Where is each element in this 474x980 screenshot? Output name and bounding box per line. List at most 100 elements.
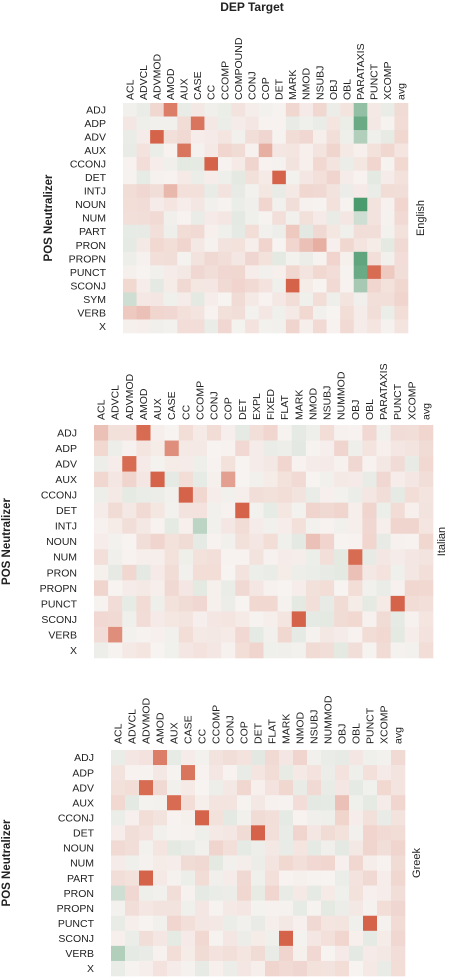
heatmap-cell — [164, 456, 180, 472]
heatmap-cell — [348, 626, 363, 643]
column-label: ADVMOD — [124, 373, 136, 420]
heatmap-cell — [122, 502, 137, 519]
heatmap-cell — [108, 456, 123, 472]
heatmap-cell — [362, 518, 377, 535]
heatmap-cell — [178, 502, 194, 519]
row-label: SCONJ — [70, 280, 106, 292]
heatmap-cell — [123, 305, 137, 320]
heatmap-cell — [340, 130, 355, 144]
heatmap-cell — [307, 765, 322, 781]
heatmap-cell — [221, 456, 236, 472]
column-label: DET — [274, 78, 286, 100]
heatmap-cell — [263, 487, 278, 503]
heatmap-cell — [181, 750, 196, 766]
heatmap-cell — [340, 103, 355, 117]
heatmap-cell — [326, 224, 341, 239]
heatmap-cell — [362, 564, 377, 581]
heatmap-cell — [265, 780, 280, 796]
heatmap-cell — [272, 251, 287, 266]
heatmap-cell — [223, 885, 238, 901]
heatmap-cell — [391, 855, 406, 871]
heatmap-cell — [218, 197, 232, 212]
heatmap-cell — [123, 224, 137, 239]
heatmap-cell — [167, 810, 182, 826]
heatmap-cell — [245, 103, 260, 117]
heatmap-cell — [362, 549, 377, 566]
heatmap-cell — [218, 265, 232, 280]
heatmap-cell — [195, 765, 210, 781]
heatmap-cell — [207, 595, 222, 612]
heatmap-cell — [178, 611, 194, 628]
heatmap-cell — [209, 915, 224, 932]
heatmap-cell — [223, 915, 238, 932]
column-label: NMOD — [295, 712, 307, 744]
heatmap-cell — [258, 143, 273, 158]
heatmap-cell — [321, 930, 336, 947]
heatmap-cell — [245, 157, 260, 171]
heatmap-cell — [167, 825, 182, 841]
heatmap-cell — [190, 251, 205, 266]
heatmap-cell — [122, 595, 137, 612]
heatmap-cell — [299, 251, 314, 266]
heatmap-cell — [153, 750, 168, 766]
heatmap-cell — [111, 825, 126, 841]
row-label: ADP — [72, 767, 94, 779]
heatmap-cell — [249, 626, 264, 643]
heatmap-cell — [380, 224, 395, 239]
heatmap-cell — [362, 611, 377, 628]
heatmap-cell — [363, 810, 378, 826]
heatmap-cell — [272, 197, 287, 212]
heatmap-cell — [235, 642, 250, 659]
heatmap-cell — [277, 425, 293, 441]
heatmap-cell — [348, 549, 363, 566]
heatmap-cell — [231, 305, 246, 320]
heatmap-cell — [150, 580, 165, 597]
heatmap-cell — [285, 278, 300, 293]
heatmap-cell — [178, 518, 194, 535]
heatmap-cell — [293, 795, 308, 811]
heatmap-cell — [251, 780, 266, 796]
heatmap-cell — [418, 564, 434, 581]
heatmap-cell — [272, 278, 287, 293]
heatmap-cell — [285, 319, 300, 334]
heatmap-cell — [122, 456, 137, 472]
heatmap-cell — [136, 319, 151, 334]
heatmap-cell — [251, 915, 266, 932]
heatmap-cell — [108, 595, 123, 612]
heatmap-cell — [237, 900, 252, 917]
heatmap-cell — [293, 825, 308, 841]
heatmap-cell — [307, 945, 322, 962]
heatmap-cell — [313, 143, 327, 158]
heatmap-cell — [404, 518, 420, 535]
heatmap-cell — [136, 170, 151, 185]
heatmap-cell — [353, 238, 368, 253]
heatmap-cell — [237, 915, 252, 932]
heatmap-cell — [125, 795, 140, 811]
heatmap-cell — [263, 595, 278, 612]
heatmap-cell — [265, 870, 280, 886]
heatmap-cell — [195, 795, 210, 811]
heatmap-cell — [377, 840, 392, 856]
heatmap-cell — [223, 945, 238, 962]
heatmap-cell — [362, 471, 377, 488]
heatmap-cell — [177, 251, 192, 266]
heatmap-cell — [418, 533, 434, 550]
heatmap-cell — [263, 518, 278, 535]
heatmap-cell — [272, 170, 287, 185]
heatmap-cell — [362, 642, 377, 659]
heatmap-cell — [209, 885, 224, 901]
heatmap-cell — [136, 116, 151, 131]
column-label: AUX — [152, 398, 164, 420]
heatmap-cell — [377, 750, 392, 766]
heatmap-cell — [204, 170, 219, 185]
column-label: NSUBJ — [309, 710, 321, 744]
heatmap-cell — [293, 855, 308, 871]
heatmap-cell — [258, 224, 273, 239]
heatmap-cell — [394, 116, 409, 131]
heatmap-cell — [335, 915, 350, 932]
heatmap-cell — [136, 130, 151, 144]
heatmap-cell — [353, 170, 368, 185]
heatmap-cell — [277, 456, 293, 472]
heatmap-cell — [164, 518, 180, 535]
heatmap-cell — [307, 960, 322, 977]
